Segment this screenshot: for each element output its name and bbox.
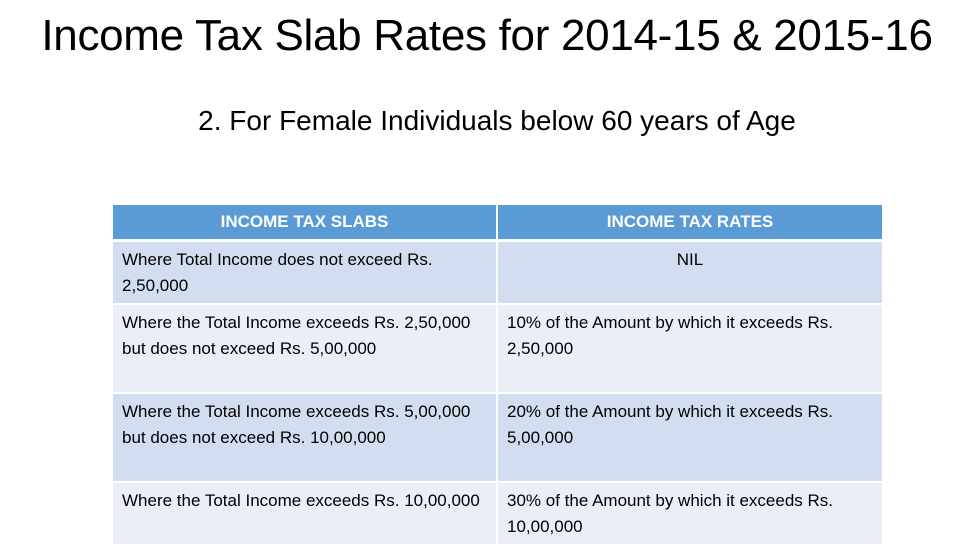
table-row: Where Total Income does not exceed Rs. 2… <box>113 240 882 305</box>
rate-cell: 20% of the Amount by which it exceeds Rs… <box>497 393 882 483</box>
table-header-row: INCOME TAX SLABS INCOME TAX RATES <box>113 205 882 242</box>
rate-cell: 10% of the Amount by which it exceeds Rs… <box>497 304 882 394</box>
table-row: Where the Total Income exceeds Rs. 5,00,… <box>113 393 882 483</box>
tax-slab-table: INCOME TAX SLABS INCOME TAX RATES Where … <box>113 205 882 546</box>
table-row: Where the Total Income exceeds Rs. 2,50,… <box>113 304 882 394</box>
slab-cell: Where the Total Income exceeds Rs. 2,50,… <box>113 304 498 394</box>
page-title: Income Tax Slab Rates for 2014-15 & 2015… <box>41 11 933 60</box>
page-subtitle: 2. For Female Individuals below 60 years… <box>198 105 796 136</box>
header-income-tax-rates: INCOME TAX RATES <box>497 205 882 242</box>
slab-cell: Where the Total Income exceeds Rs. 5,00,… <box>113 393 498 483</box>
slab-cell: Where the Total Income exceeds Rs. 10,00… <box>113 482 498 546</box>
header-income-tax-slabs: INCOME TAX SLABS <box>113 205 498 242</box>
table-row: Where the Total Income exceeds Rs. 10,00… <box>113 482 882 546</box>
slab-cell: Where Total Income does not exceed Rs. 2… <box>113 240 498 305</box>
rate-cell: NIL <box>497 240 882 305</box>
rate-cell: 30% of the Amount by which it exceeds Rs… <box>497 482 882 546</box>
